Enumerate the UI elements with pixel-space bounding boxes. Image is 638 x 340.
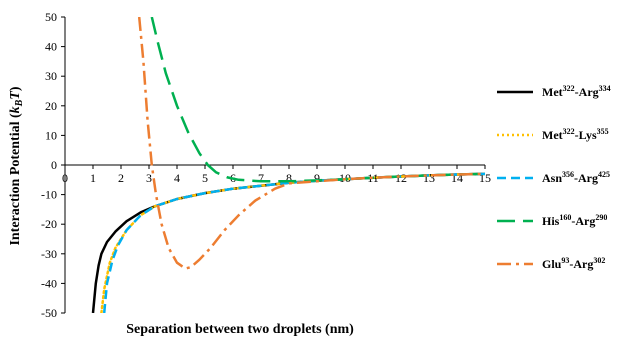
y-tick-label: 20 xyxy=(45,99,57,113)
y-tick-label: -40 xyxy=(41,276,57,290)
x-tick-label: 2 xyxy=(118,171,124,185)
x-tick-label: 3 xyxy=(146,171,152,185)
y-tick-label: 30 xyxy=(45,69,57,83)
x-axis-title: Separation between two droplets (nm) xyxy=(126,322,354,337)
legend-label-4: His160-Arg290 xyxy=(542,213,607,228)
y-tick-label: -30 xyxy=(41,247,57,261)
y-tick-label: 50 xyxy=(45,10,57,24)
x-tick-label: 9 xyxy=(314,171,320,185)
y-tick-label: -50 xyxy=(41,306,57,320)
y-axis-title-sub: B xyxy=(14,99,25,107)
series-line-3 xyxy=(102,172,485,313)
x-tick-label: 1 xyxy=(90,171,96,185)
legend-label-3: Asn356-Arg425 xyxy=(542,170,610,185)
legend-label-1: Met322-Arg334 xyxy=(542,84,611,99)
y-tick-label: 40 xyxy=(45,40,57,54)
x-tick-label: 0 xyxy=(62,171,68,185)
series-line-1 xyxy=(91,172,485,313)
series-line-5 xyxy=(137,17,485,270)
x-tick-label: 7 xyxy=(258,171,264,185)
y-tick-label: 10 xyxy=(45,128,57,142)
y-axis-title: Interaction Potential (kBT) xyxy=(8,86,25,245)
y-tick-label: 0 xyxy=(51,158,57,172)
x-tick-label: 12 xyxy=(395,171,407,185)
x-tick-label: 5 xyxy=(202,171,208,185)
y-axis-title-k: k xyxy=(8,106,23,113)
series-line-2 xyxy=(100,172,485,313)
legend-label-2: Met322-Lys355 xyxy=(542,127,609,142)
x-tick-label: 4 xyxy=(174,171,180,185)
x-tick-label: 8 xyxy=(286,171,292,185)
legend-label-5: Glu93-Arg302 xyxy=(542,256,605,271)
legend: Met322-Arg334 Met322-Lys355 Asn356-Arg425 H… xyxy=(497,84,611,271)
series-layer xyxy=(91,17,485,313)
y-axis-title-close: ) xyxy=(8,86,23,91)
y-axis-title-main: Interaction Potential ( xyxy=(8,113,23,246)
x-tick-label: 13 xyxy=(423,171,435,185)
series-line-4 xyxy=(150,17,485,183)
y-tick-label: -20 xyxy=(41,217,57,231)
y-axis-title-t: T xyxy=(8,90,23,100)
x-tick-label: 14 xyxy=(451,171,463,185)
y-tick-label: -10 xyxy=(41,188,57,202)
